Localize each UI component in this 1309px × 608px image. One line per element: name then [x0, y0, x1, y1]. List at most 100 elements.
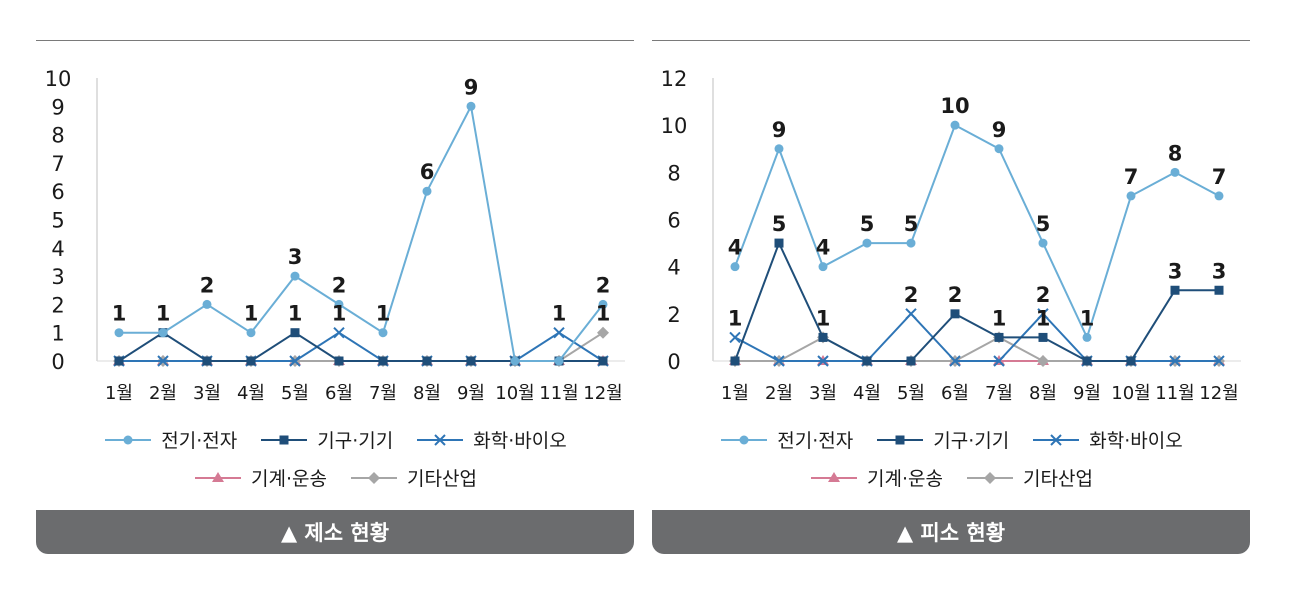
data-label: 5	[904, 212, 919, 236]
data-point	[290, 271, 300, 281]
data-point	[334, 299, 344, 309]
series-line	[119, 103, 604, 362]
x-tick-label: 8월	[413, 383, 441, 404]
x-tick-label: 6월	[941, 383, 969, 404]
data-point	[1038, 238, 1048, 248]
data-point	[246, 356, 256, 366]
data-point	[378, 356, 388, 366]
y-tick-label: 7	[51, 152, 64, 176]
data-label: 1	[992, 306, 1007, 330]
data-point	[1082, 332, 1092, 342]
series-line	[735, 336, 1219, 362]
x-tick-label: 1월	[721, 383, 749, 404]
data-point	[202, 299, 212, 309]
data-point	[1126, 356, 1136, 366]
y-tick-label: 10	[661, 114, 688, 138]
legend-marker	[739, 435, 749, 444]
data-label: 1	[596, 302, 611, 326]
legend-marker	[212, 471, 225, 482]
data-point	[774, 144, 784, 154]
legend-label: 화학·바이오	[1089, 430, 1183, 452]
data-point	[114, 356, 124, 366]
data-label: 7	[1212, 165, 1227, 189]
data-point	[862, 238, 872, 248]
data-point	[1038, 332, 1048, 342]
series-1	[730, 238, 1224, 366]
data-label: 1	[112, 302, 127, 326]
data-point	[1082, 356, 1092, 366]
data-label: 1	[156, 302, 171, 326]
data-point	[1169, 355, 1181, 367]
data-point	[289, 355, 301, 367]
data-label: 1	[1080, 306, 1095, 330]
legend-item-electronics: 전기·전자	[103, 426, 237, 453]
x-tick-label: 9월	[457, 383, 485, 404]
x-tick-label: 7월	[985, 383, 1013, 404]
data-label: 5	[860, 212, 875, 236]
data-point	[774, 238, 784, 248]
data-label: 2	[200, 273, 215, 297]
data-point	[378, 328, 388, 338]
x-tick-label: 2월	[765, 383, 793, 404]
data-point	[290, 328, 300, 338]
data-point	[598, 299, 608, 309]
data-label: 1	[332, 302, 347, 326]
data-point	[1037, 308, 1049, 320]
data-point	[510, 356, 520, 366]
legend-marker	[828, 471, 841, 482]
data-point	[906, 238, 916, 248]
y-tick-label: 8	[51, 124, 64, 148]
legend-item-chemical-bio: 화학·바이오	[415, 426, 567, 453]
legend-item-chemical-bio: 화학·바이오	[1031, 426, 1183, 453]
x-tick-label: 1월	[105, 383, 133, 404]
legend-swatch	[811, 471, 858, 482]
legend-row-1: 전기·전자 기구·기기 화학·바이오	[36, 426, 634, 453]
x-tick-label: 5월	[281, 383, 309, 404]
defendant-panel: 0 2 4 6 8 10 12 1월 2월 3월 4월 5월 6월 7월 8월 9월 10월 11월 12월 4 9 4 5…	[652, 0, 1250, 608]
series-0	[114, 101, 608, 366]
data-point	[1214, 285, 1224, 295]
data-label: 1	[816, 306, 831, 330]
chart-caption: ▲ 피소 현황	[652, 510, 1250, 554]
legend-swatch	[417, 433, 464, 446]
data-label: 3	[1168, 259, 1183, 283]
legend-swatch	[877, 435, 924, 444]
data-label: 1	[244, 302, 259, 326]
y-tick-label: 0	[51, 350, 64, 374]
data-point	[818, 332, 828, 342]
data-point	[729, 331, 741, 344]
data-point	[1170, 167, 1180, 177]
data-point	[950, 120, 960, 130]
top-divider	[36, 40, 634, 41]
data-point	[333, 326, 345, 339]
data-point	[157, 355, 169, 367]
y-tick-label: 8	[667, 161, 680, 185]
legend-label: 기구·기기	[933, 430, 1010, 452]
data-point	[598, 356, 608, 366]
data-point	[1126, 191, 1136, 201]
data-point	[422, 186, 432, 196]
legend-label: 기계·운송	[867, 468, 944, 490]
legend-swatch	[1033, 433, 1080, 446]
data-point	[994, 144, 1004, 154]
x-tick-label: 2월	[149, 383, 177, 404]
legend-swatch	[967, 471, 1014, 484]
y-tick-label: 6	[667, 209, 680, 233]
data-label: 3	[288, 245, 303, 269]
legend-swatch	[195, 471, 242, 482]
legend-marker	[1050, 433, 1062, 446]
legend-swatch	[721, 435, 768, 444]
legend-item-machinery: 기계·운송	[809, 464, 943, 491]
data-label: 5	[772, 212, 787, 236]
data-label: 1	[552, 302, 567, 326]
series-line	[734, 123, 1220, 341]
data-label: 1	[728, 306, 743, 330]
legend-label: 전기·전자	[161, 430, 238, 452]
data-label: 9	[772, 118, 787, 142]
data-point	[1214, 191, 1224, 201]
y-tick-label: 4	[51, 237, 64, 261]
data-point	[466, 101, 476, 111]
y-tick-label: 10	[45, 67, 72, 91]
legend-item-other: 기타산업	[965, 464, 1093, 491]
